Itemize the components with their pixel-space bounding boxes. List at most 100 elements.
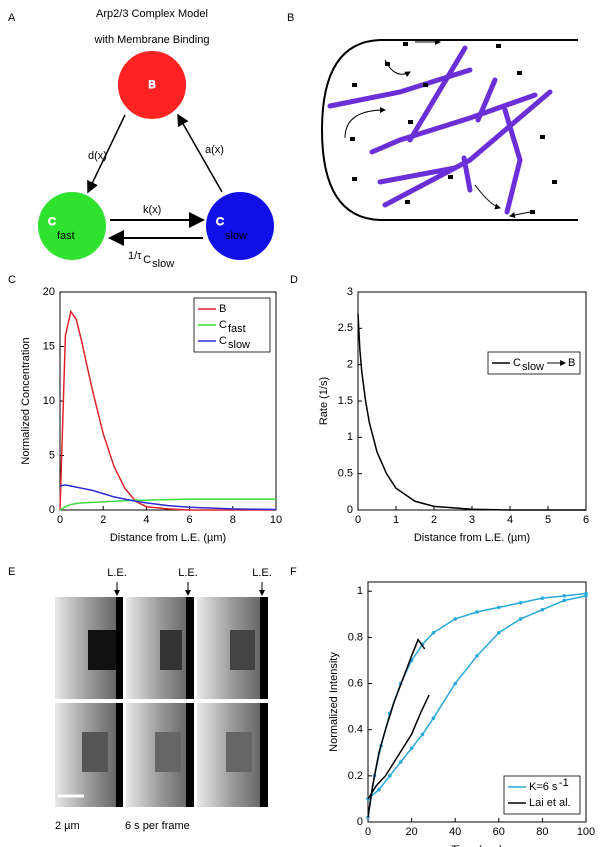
label: C — [48, 216, 56, 228]
legend-label: Lai et al. — [529, 797, 571, 809]
frame — [197, 597, 268, 699]
y-axis-label: Normalized Concentration — [20, 337, 32, 464]
subscript: fast — [57, 230, 75, 242]
marker — [497, 630, 501, 635]
panel-label: C — [8, 274, 16, 286]
series-line — [59, 498, 276, 511]
x-tick-label: 3 — [469, 514, 475, 526]
y-axis-label: Rate (1/s) — [318, 377, 330, 425]
marker — [518, 600, 523, 605]
x-tick-label: 60 — [493, 826, 505, 838]
x-tick-label: 0 — [57, 514, 63, 526]
x-tick-label: 100 — [577, 826, 595, 838]
node-b — [116, 49, 188, 121]
y-tick-label: 1 — [357, 585, 363, 597]
marker — [475, 654, 479, 658]
subscript: slow — [152, 258, 174, 270]
x-axis-label: Time (sec) — [451, 844, 503, 847]
x-tick-label: 6 — [187, 514, 193, 526]
small-arrows — [344, 39, 531, 218]
cell-outline — [320, 39, 578, 221]
legend-box — [487, 351, 581, 375]
label: Arp2/3 Complex Model — [96, 8, 208, 20]
y-tick-label: 0.8 — [348, 631, 363, 643]
y-tick-label: 1 — [347, 431, 353, 443]
marker — [409, 746, 414, 750]
legend-subscript: fast — [228, 323, 246, 335]
frame — [55, 703, 123, 807]
marker — [562, 598, 566, 603]
x-tick-label: 0 — [355, 514, 361, 526]
marker — [431, 716, 436, 720]
panel-label: E — [8, 566, 15, 578]
panel-label: A — [8, 12, 16, 24]
label: B — [148, 79, 155, 91]
x-tick-label: 80 — [536, 826, 548, 838]
series-line — [357, 313, 586, 511]
y-tick-label: 0.6 — [348, 677, 363, 689]
x-tick-label: 10 — [270, 514, 282, 526]
x-tick-label: 4 — [143, 514, 149, 526]
arrow — [87, 114, 126, 194]
frame — [126, 597, 194, 699]
y-tick-label: 20 — [43, 286, 55, 298]
x-tick-label: 1 — [393, 514, 399, 526]
label: L.E. — [252, 567, 272, 579]
legend-label: C — [513, 357, 521, 369]
label: k(x) — [143, 204, 161, 216]
x-tick-label: 5 — [545, 514, 551, 526]
node-c-fast — [38, 192, 106, 260]
frame — [197, 703, 268, 807]
legend-label: B — [568, 357, 575, 369]
marker — [584, 594, 588, 598]
marker — [388, 774, 392, 778]
y-tick-label: 3 — [347, 286, 353, 298]
y-axis-label: Normalized Intensity — [328, 652, 340, 752]
x-tick-label: 40 — [449, 826, 461, 838]
marker — [518, 617, 523, 621]
legend-label: C — [219, 319, 227, 331]
node-c-slow — [206, 192, 274, 260]
x-tick-label: 6 — [583, 514, 589, 526]
y-tick-label: 2.5 — [338, 322, 353, 334]
legend-label: B — [219, 303, 226, 315]
diagram-a — [38, 49, 274, 260]
label: L.E. — [178, 567, 198, 579]
marker — [475, 610, 479, 614]
marker — [431, 630, 436, 635]
subscript: slow — [225, 230, 247, 242]
legend-subscript: slow — [522, 361, 544, 373]
marker — [540, 607, 545, 612]
label: 1/τ — [128, 250, 142, 262]
legend-label: K=6 s — [529, 781, 558, 793]
y-tick-label: 0.4 — [348, 724, 363, 736]
marker — [420, 732, 425, 737]
y-tick-label: 5 — [49, 449, 55, 461]
x-axis-label: Distance from L.E. (µm) — [414, 532, 530, 544]
plot-frame — [357, 291, 587, 511]
y-tick-label: 2 — [347, 359, 353, 371]
marker — [377, 787, 381, 792]
series-line — [59, 484, 277, 511]
figure-e-frames — [55, 582, 268, 807]
marker — [453, 617, 458, 621]
frame — [126, 703, 194, 807]
label: a(x) — [205, 144, 224, 156]
marker — [453, 681, 458, 686]
label: with Membrane Binding — [94, 34, 210, 46]
diagram-b — [320, 39, 578, 221]
filaments — [327, 45, 553, 215]
marker — [398, 760, 403, 764]
x-tick-label: 2 — [431, 514, 437, 526]
label: 2 µm — [55, 820, 80, 832]
y-tick-label: 0 — [357, 816, 363, 828]
frame — [55, 597, 123, 699]
y-tick-label: 10 — [43, 395, 55, 407]
y-tick-label: 0.2 — [348, 770, 363, 782]
x-tick-label: 0 — [365, 826, 371, 838]
legend-box — [503, 775, 581, 815]
series-line — [367, 638, 430, 818]
series-line — [59, 309, 276, 511]
y-tick-label: 15 — [43, 340, 55, 352]
label: C — [216, 216, 224, 228]
